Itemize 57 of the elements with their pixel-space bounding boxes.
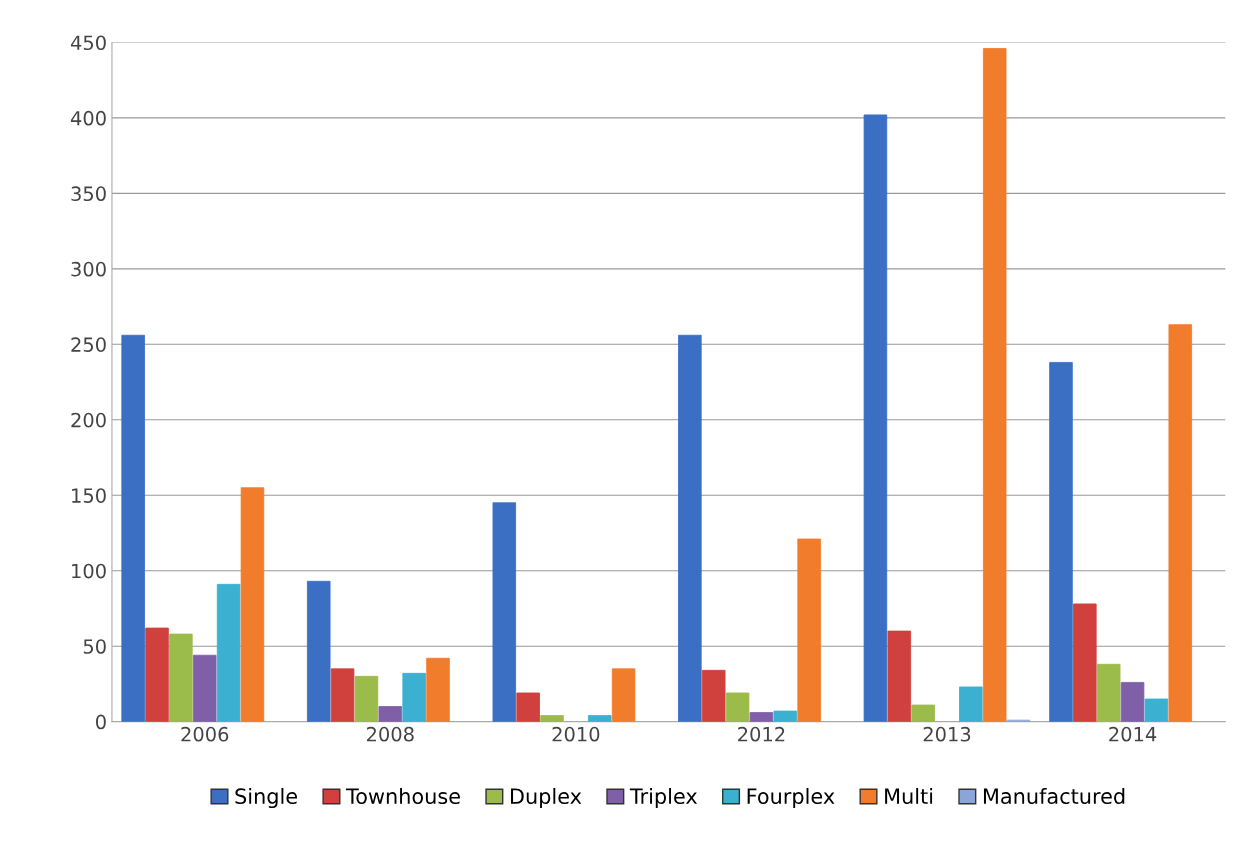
bar (330, 668, 355, 722)
bar (306, 580, 331, 722)
bar (378, 706, 403, 722)
y-tick-label: 400 (70, 110, 106, 126)
bar (587, 715, 612, 722)
bar (169, 633, 193, 722)
bar (426, 657, 450, 722)
bar (911, 704, 935, 722)
y-tick-label: 300 (71, 261, 106, 277)
y-tick-label: 200 (71, 412, 106, 428)
bar (145, 627, 169, 722)
bar (492, 502, 517, 722)
bar (540, 715, 564, 722)
bar (887, 630, 912, 722)
bar (701, 669, 726, 722)
bar (1168, 324, 1193, 722)
bar (1073, 603, 1097, 722)
bar (863, 114, 888, 722)
x-tick-label: 2012 (738, 726, 785, 742)
bar (216, 583, 241, 722)
bar (611, 668, 636, 722)
x-tick-label: 2006 (181, 726, 229, 742)
y-tick-label: 450 (70, 35, 106, 51)
bar (797, 538, 821, 722)
y-tick-label: 150 (72, 488, 106, 503)
bar (354, 675, 379, 722)
bar (1096, 663, 1121, 722)
bar (516, 692, 540, 722)
bar (773, 710, 798, 722)
bar (1144, 698, 1169, 722)
x-tick-label: 2013 (923, 726, 971, 742)
bar (192, 654, 217, 722)
legend-label: Fourplex (747, 787, 835, 809)
legend-label: Manufactured (983, 787, 1125, 805)
bar (749, 712, 774, 722)
bar (402, 672, 426, 722)
legend-label: Multi (885, 787, 933, 805)
y-tick-label: 250 (71, 337, 106, 352)
bar (121, 334, 145, 722)
x-tick-label: 2010 (552, 726, 600, 742)
x-tick-label: 2014 (1109, 726, 1157, 742)
bar (959, 686, 983, 722)
bar (982, 48, 1007, 722)
y-tick-label: 0 (96, 714, 106, 730)
y-tick-label: 100 (72, 563, 106, 579)
legend-label: Duplex (511, 787, 582, 809)
bar (678, 334, 702, 722)
legend-label: Townhouse (345, 787, 460, 805)
legend-label: Single (235, 787, 298, 809)
x-tick-label: 2008 (366, 726, 414, 742)
bar (725, 692, 750, 722)
bar (1120, 681, 1145, 722)
legend-label: Triplex (629, 787, 698, 809)
bar (1049, 362, 1073, 722)
y-tick-label: 350 (71, 186, 106, 202)
y-tick-label: 50 (83, 639, 106, 654)
bar (240, 487, 265, 722)
